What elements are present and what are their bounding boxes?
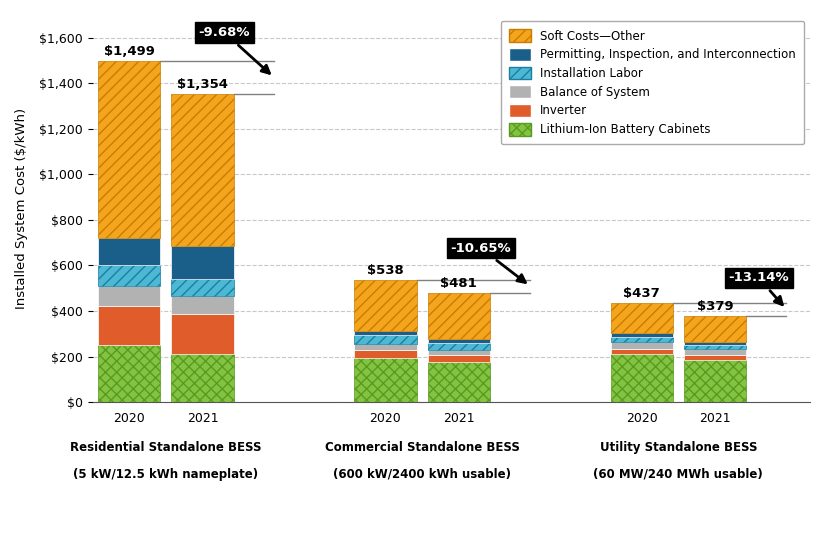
- Bar: [98, 345, 160, 402]
- Bar: [684, 316, 746, 342]
- Text: Utility Standalone BESS: Utility Standalone BESS: [600, 440, 757, 454]
- Bar: [610, 337, 672, 342]
- Bar: [98, 61, 160, 238]
- Bar: [684, 360, 746, 402]
- Text: -9.68%: -9.68%: [199, 26, 270, 73]
- Bar: [427, 339, 490, 343]
- Bar: [427, 355, 490, 362]
- Text: -13.14%: -13.14%: [728, 272, 789, 305]
- Bar: [684, 342, 746, 345]
- Bar: [684, 345, 746, 349]
- Text: $481: $481: [441, 277, 477, 290]
- Bar: [355, 331, 417, 335]
- Text: $538: $538: [367, 264, 404, 277]
- Bar: [172, 246, 233, 279]
- Bar: [427, 351, 490, 355]
- Bar: [98, 266, 160, 286]
- Bar: [610, 302, 672, 333]
- Bar: [610, 348, 672, 354]
- Bar: [172, 296, 233, 315]
- Text: $1,354: $1,354: [177, 78, 228, 91]
- Bar: [427, 343, 490, 351]
- Text: $1,499: $1,499: [104, 45, 155, 58]
- Text: $379: $379: [696, 300, 733, 313]
- Text: -10.65%: -10.65%: [450, 242, 526, 283]
- Text: (5 kW/12.5 kWh nameplate): (5 kW/12.5 kWh nameplate): [73, 468, 258, 481]
- Bar: [427, 293, 490, 339]
- Bar: [355, 358, 417, 402]
- Bar: [355, 335, 417, 344]
- Bar: [684, 349, 746, 355]
- Bar: [684, 355, 746, 360]
- Bar: [172, 279, 233, 296]
- Bar: [610, 333, 672, 337]
- Text: $437: $437: [623, 287, 660, 300]
- Bar: [355, 344, 417, 350]
- Bar: [355, 279, 417, 331]
- Bar: [427, 362, 490, 402]
- Bar: [172, 94, 233, 246]
- Text: (600 kW/2400 kWh usable): (600 kW/2400 kWh usable): [333, 468, 511, 481]
- Text: Residential Standalone BESS: Residential Standalone BESS: [70, 440, 262, 454]
- Y-axis label: Installed System Cost ($/kWh): Installed System Cost ($/kWh): [15, 108, 28, 309]
- Bar: [172, 315, 233, 354]
- Bar: [610, 342, 672, 348]
- Bar: [98, 286, 160, 306]
- Bar: [98, 306, 160, 345]
- Bar: [355, 350, 417, 358]
- Bar: [98, 238, 160, 266]
- Bar: [172, 354, 233, 402]
- Bar: [610, 354, 672, 402]
- Text: (60 MW/240 MWh usable): (60 MW/240 MWh usable): [593, 468, 763, 481]
- Text: Commercial Standalone BESS: Commercial Standalone BESS: [325, 440, 520, 454]
- Legend: Soft Costs—Other, Permitting, Inspection, and Interconnection, Installation Labo: Soft Costs—Other, Permitting, Inspection…: [501, 21, 804, 144]
